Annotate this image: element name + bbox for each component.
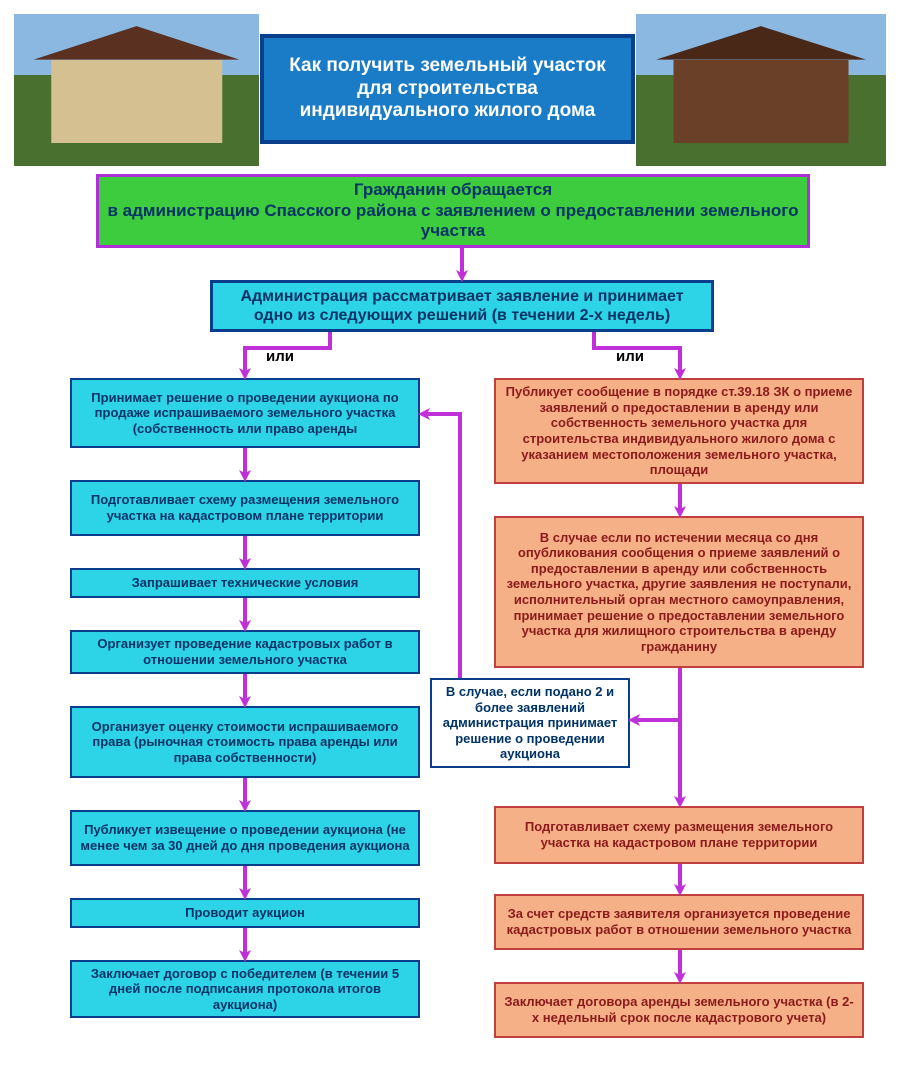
step-citizen-applies: Гражданин обращается в администрацию Спа…	[96, 174, 810, 248]
right-step-publish-message: Публикует сообщение в порядке ст.39.18 З…	[494, 378, 864, 484]
branch-multiple-applications: В случае, если подано 2 и более заявлени…	[430, 678, 630, 768]
decor-image-left	[14, 14, 259, 166]
decor-image-right	[636, 14, 886, 166]
left-step-conduct-auction: Проводит аукцион	[70, 898, 420, 928]
left-step-request-tech: Запрашивает технические условия	[70, 568, 420, 598]
left-step-auction-decision: Принимает решение о проведении аукциона …	[70, 378, 420, 448]
right-step-lease-contract: Заключает договора аренды земельного уча…	[494, 982, 864, 1038]
left-step-publish-notice: Публикует извещение о проведении аукцион…	[70, 810, 420, 866]
or-label-left: или	[260, 348, 300, 365]
left-step-prepare-scheme: Подготавливает схему размещения земельно…	[70, 480, 420, 536]
left-step-cadastral-work: Организует проведение кадастровых работ …	[70, 630, 420, 674]
step1-line2: в администрацию Спасского района с заявл…	[105, 201, 801, 242]
step-admin-reviews: Администрация рассматривает заявление и …	[210, 280, 714, 332]
or-label-right: или	[610, 348, 650, 365]
step1-line1: Гражданин обращается	[354, 180, 552, 200]
left-step-valuation: Организует оценку стоимости испрашиваемо…	[70, 706, 420, 778]
right-step-prepare-scheme: Подготавливает схему размещения земельно…	[494, 806, 864, 864]
right-step-month-check: В случае если по истечении месяца со дня…	[494, 516, 864, 668]
flowchart-title: Как получить земельный участок для строи…	[260, 34, 635, 144]
right-step-cadastral-work: За счет средств заявителя организуется п…	[494, 894, 864, 950]
left-step-sign-contract: Заключает договор с победителем (в течен…	[70, 960, 420, 1018]
